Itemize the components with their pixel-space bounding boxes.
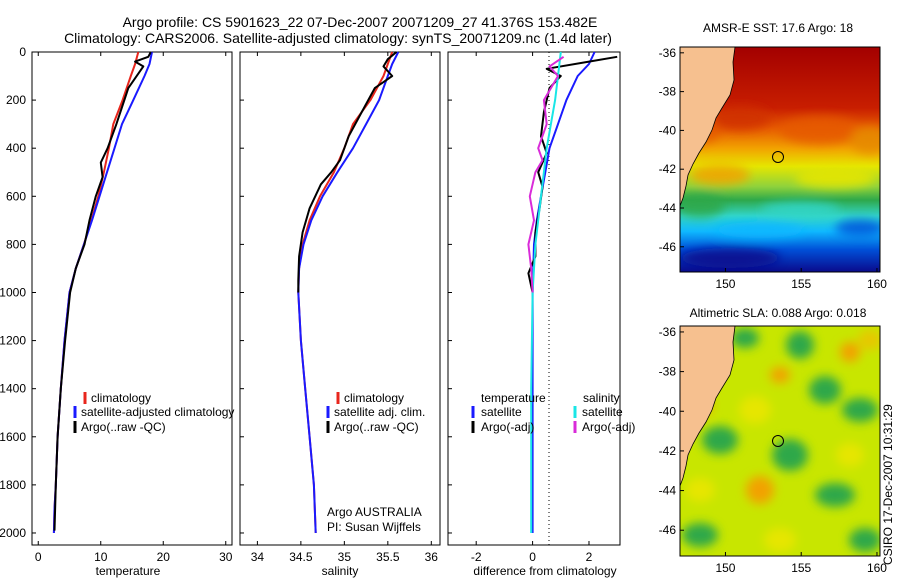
temperature-plot: 0 10 20 30 <box>35 51 233 564</box>
map-x-tick-label: 150 <box>715 277 735 291</box>
map-y-tick-label: -44 <box>659 201 677 215</box>
sst-map-axes: 150 155 160 -36 -38 -40 -42 -44 -46 <box>659 46 888 291</box>
x-tick-label: 2 <box>586 550 593 564</box>
depth-tick-label: 1000 <box>0 285 26 299</box>
salinity-xlabel: salinity <box>322 564 359 578</box>
depth-tick-label: 400 <box>6 141 26 155</box>
depth-tick-label: 1600 <box>0 430 26 444</box>
depth-tick-label: 2000 <box>0 526 26 540</box>
depth-tick-label: 1200 <box>0 334 26 348</box>
map-y-tick-label: -40 <box>659 123 677 137</box>
map-y-tick-label: -46 <box>659 523 677 537</box>
depth-tick-label: 1800 <box>0 478 26 492</box>
legend-label-climatology: climatology <box>91 391 151 405</box>
argo-float-marker <box>772 151 784 163</box>
sla-map-frame <box>679 325 881 557</box>
sst-eddies <box>680 106 880 268</box>
salinity-legend: climatology satellite adj. clim. Argo(..… <box>326 391 425 534</box>
legend-label-satellite: satellite adj. clim. <box>334 405 425 419</box>
map-y-tick-label: -38 <box>659 365 677 379</box>
sla-map-axes: 150 155 160 -36 -38 -40 -42 -44 -46 <box>659 325 888 575</box>
land-mass <box>680 47 736 207</box>
sla-map-title: Altimetric SLA: 0.088 Argo: 0.018 <box>690 306 867 320</box>
pi-label: PI: Susan Wijffels <box>327 520 421 534</box>
x-tick-label: 20 <box>157 550 171 564</box>
legend-label-argo: Argo(-adj) <box>481 420 534 434</box>
salinity-plot: 34 34.5 35 35.5 36 <box>251 51 439 564</box>
temperature-axes <box>31 51 233 546</box>
depth-tick-label: 200 <box>6 93 26 107</box>
map-y-tick-label: -36 <box>659 46 677 60</box>
difference-axes <box>447 51 621 546</box>
sla-map <box>680 326 880 556</box>
header-line2: Climatology: CARS2006. Satellite-adjuste… <box>64 30 612 46</box>
series-line-salinity-argo-adj <box>527 55 565 293</box>
x-tick-label: 34 <box>251 550 265 564</box>
legend-label-argo: Argo(-adj) <box>582 420 635 434</box>
difference-plot: -2 0 2 <box>471 51 618 564</box>
x-tick-label: 34.5 <box>289 550 313 564</box>
difference-legend-salinity: salinity satellite Argo(-adj) <box>573 391 635 434</box>
header-line1: Argo profile: CS 5901623_22 07-Dec-2007 … <box>123 14 598 30</box>
series-line-argo-raw-qc <box>53 51 152 531</box>
map-x-tick-label: 155 <box>791 277 811 291</box>
depth-tick-label: 600 <box>6 189 26 203</box>
series-line-satellite-adj-clim <box>297 51 400 534</box>
temperature-legend: climatology satellite-adjusted climatolo… <box>73 391 234 434</box>
x-tick-label: 36 <box>425 550 439 564</box>
legend-label-satellite: satellite <box>481 405 522 419</box>
x-tick-label: 10 <box>94 550 108 564</box>
x-tick-label: 30 <box>219 550 233 564</box>
x-tick-label: 35.5 <box>376 550 400 564</box>
sla-anomalies <box>682 328 880 552</box>
map-y-tick-label: -46 <box>659 240 677 254</box>
map-y-tick-label: -40 <box>659 404 677 418</box>
sst-map <box>680 47 880 272</box>
argo-float-marker <box>772 435 784 447</box>
map-y-tick-label: -42 <box>659 444 677 458</box>
salinity-axes <box>239 51 441 546</box>
series-line-argo-raw-qc <box>297 51 398 293</box>
temperature-xlabel: temperature <box>96 564 161 578</box>
land-mass <box>680 326 736 487</box>
legend-label-satellite: satellite-adjusted climatology <box>81 405 234 419</box>
depth-tick-label: 800 <box>6 237 26 251</box>
map-x-tick-label: 150 <box>715 561 735 575</box>
sst-map-frame <box>679 46 881 273</box>
x-tick-label: -2 <box>471 550 482 564</box>
map-y-tick-label: -42 <box>659 162 677 176</box>
legend-label-satellite: satellite <box>582 405 623 419</box>
timestamp-stamp: CSIRO 17-Dec-2007 10:31:29 <box>881 404 895 565</box>
legend-label-climatology: climatology <box>344 391 404 405</box>
map-x-tick-label: 160 <box>867 561 887 575</box>
x-tick-label: 0 <box>35 550 42 564</box>
depth-axis: 0 200 400 600 800 1000 1200 1400 1600 1800 2000 <box>0 45 452 540</box>
legend-title-temperature: temperature <box>481 391 546 405</box>
sst-map-title: AMSR-E SST: 17.6 Argo: 18 <box>703 21 853 35</box>
difference-xlabel: difference from climatology <box>473 564 616 578</box>
map-x-tick-label: 155 <box>791 561 811 575</box>
map-y-tick-label: -44 <box>659 484 677 498</box>
legend-title-salinity: salinity <box>583 391 620 405</box>
difference-legend-temperature: temperature satellite Argo(-adj) <box>471 391 546 434</box>
map-x-tick-label: 160 <box>867 277 887 291</box>
map-y-tick-label: -38 <box>659 85 677 99</box>
x-tick-label: 35 <box>338 550 352 564</box>
x-tick-label: 0 <box>529 550 536 564</box>
legend-label-argo: Argo(..raw -QC) <box>334 420 419 434</box>
depth-tick-label: 1400 <box>0 382 26 396</box>
series-line-salinity-satellite <box>530 51 562 533</box>
legend-label-argo: Argo(..raw -QC) <box>81 420 166 434</box>
depth-tick-label: 0 <box>19 45 26 59</box>
map-y-tick-label: -36 <box>659 325 677 339</box>
owner-label: Argo AUSTRALIA <box>327 505 422 519</box>
